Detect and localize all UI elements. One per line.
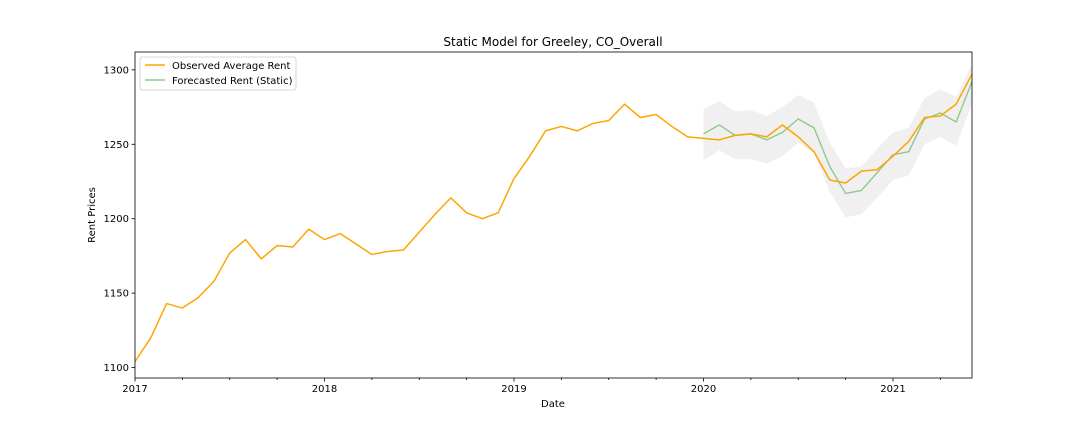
x-tick-label: 2017 <box>122 384 147 395</box>
x-tick-label: 2021 <box>880 384 905 395</box>
y-axis-label: Rent Prices <box>87 187 98 243</box>
y-tick-label: 1200 <box>104 214 129 225</box>
chart-title: Static Model for Greeley, CO_Overall <box>443 35 662 49</box>
x-tick-label: 2020 <box>691 384 716 395</box>
x-tick-label: 2018 <box>312 384 337 395</box>
y-tick-label: 1100 <box>104 363 129 374</box>
y-tick-label: 1300 <box>104 65 129 76</box>
y-tick-label: 1150 <box>104 289 129 300</box>
y-axis: 1100 1150 1200 1250 1300 <box>104 65 135 374</box>
confidence-band-layer <box>703 63 972 218</box>
confidence-band-1 <box>703 63 972 218</box>
x-tick-label: 2019 <box>501 384 526 395</box>
legend-label-forecast: Forecasted Rent (Static) <box>172 76 293 87</box>
legend-label-observed: Observed Average Rent <box>172 61 291 72</box>
plot-frame <box>134 51 973 379</box>
x-axis-label: Date <box>541 399 565 410</box>
y-tick-label: 1250 <box>104 140 129 151</box>
legend-box <box>139 56 297 91</box>
plot-background <box>135 52 972 378</box>
series-line-observed <box>134 73 973 363</box>
x-axis: 2017 2018 2019 2020 2021 <box>122 378 941 395</box>
legend: Observed Average Rent Forecasted Rent (S… <box>139 56 297 91</box>
series-lines-layer <box>134 73 973 363</box>
